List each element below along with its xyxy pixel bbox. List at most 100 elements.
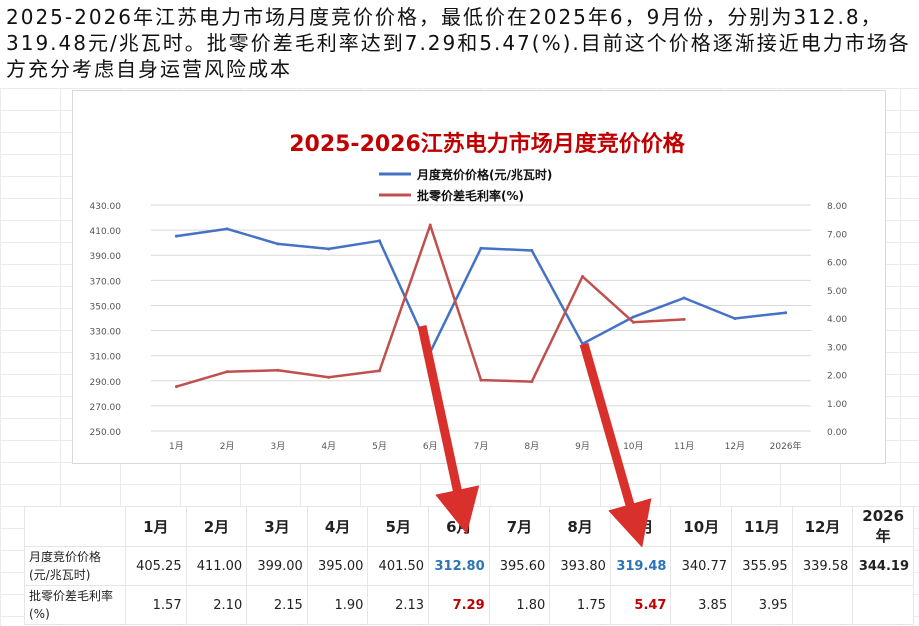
plot-area: 250.00 270.00 290.00 310.00 330.00 350.00 370.…: [90, 202, 848, 452]
series-price-point: [377, 239, 381, 243]
series-margin-point: [530, 380, 534, 384]
series-price-point: [631, 315, 635, 319]
y-left-tick-label: 310.00: [90, 353, 122, 363]
headline-text: 2025-2026年江苏电力市场月度竞价价格，最低价在2025年6，9月份，分别…: [6, 5, 911, 81]
table-cell-price: 395.00: [306, 546, 369, 586]
series-price-point: [479, 246, 483, 250]
x-tick-label: 4月: [321, 441, 336, 452]
table-cell-margin: [852, 585, 914, 625]
series-margin-point: [225, 370, 229, 374]
table-header-cell: 8月: [549, 506, 611, 547]
table-header-cell: 2月: [185, 506, 248, 547]
row-label-margin: 批零价差毛利率(%): [24, 585, 126, 625]
y-left-tick-label: 350.00: [90, 302, 122, 312]
series-margin-point: [327, 375, 331, 379]
table-header-cell: 7月: [488, 506, 551, 547]
table-cell-price: 399.00: [246, 546, 308, 586]
table-cell-price: 312.80: [428, 546, 490, 586]
x-tick-label: 5月: [372, 441, 387, 452]
y-right-tick-label: 8.00: [827, 202, 847, 212]
table-cell-price: 401.50: [367, 546, 430, 586]
y-left-tick-label: 430.00: [90, 202, 122, 212]
series-price-point: [682, 296, 686, 300]
x-tick-label: 2026年: [770, 440, 802, 452]
legend-label-margin: 批零价差毛利率(%): [417, 188, 524, 203]
series-margin-point: [479, 378, 483, 382]
series-price-point: [276, 242, 280, 246]
y-left-tick-label: 390.00: [90, 252, 122, 262]
row-label-price: 月度竞价价格(元/兆瓦时): [24, 546, 126, 586]
table-header-row: 1月 2月 3月 4月 5月 6月 7月 8月 9月 10月 11月 12月 2026年: [24, 506, 914, 547]
series-margin-point: [174, 385, 178, 389]
chart-panel[interactable]: 2025-2026江苏电力市场月度竞价价格 月度竞价价格(元/兆瓦时) 批零价差…: [72, 90, 886, 464]
legend: 月度竞价价格(元/兆瓦时) 批零价差毛利率(%): [379, 167, 552, 203]
table-header-cell: 5月: [367, 506, 430, 547]
table-cell-margin: 1.90: [306, 585, 369, 625]
y-right-tick-label: 4.00: [827, 315, 847, 325]
table-header-cell: 1月: [125, 506, 187, 547]
table-cell-price: 393.80: [549, 546, 611, 586]
table-cell-price: 405.25: [125, 546, 187, 586]
series-price-point: [428, 350, 432, 354]
y-left-tick-label: 330.00: [90, 328, 122, 338]
y-left-tick-label: 270.00: [90, 403, 122, 413]
series-margin-point: [682, 317, 686, 321]
table-cell-margin: 5.47: [609, 585, 672, 625]
x-tick-label: 11月: [674, 441, 694, 452]
table-cell-price: 344.19: [852, 546, 914, 586]
table-cell-price: 339.58: [791, 546, 854, 586]
table-header-cell: 2026年: [852, 506, 914, 547]
y-right-tick-label: 2.00: [827, 372, 847, 382]
table-cell-margin: 3.85: [670, 585, 733, 625]
x-tick-label: 8月: [524, 441, 539, 452]
series-price-point: [581, 342, 585, 346]
series-price-point: [733, 317, 737, 321]
table-cell-price: 340.77: [670, 546, 733, 586]
x-tick-label: 10月: [623, 441, 643, 452]
table-row-margin: 批零价差毛利率(%) 1.57 2.10 2.15 1.90 2.13 7.29 1.80 1…: [24, 585, 914, 625]
x-tick-label: 1月: [169, 441, 184, 452]
y-right-tick-label: 6.00: [827, 259, 847, 269]
table-cell-price: 355.95: [731, 546, 793, 586]
table-cell-price: 395.60: [488, 546, 551, 586]
table-cell-price: 411.00: [185, 546, 248, 586]
y-right-tick-label: 1.00: [827, 400, 847, 410]
chart-title: 2025-2026江苏电力市场月度竞价价格: [289, 131, 686, 157]
x-tick-label: 3月: [271, 441, 286, 452]
data-table: 1月 2月 3月 4月 5月 6月 7月 8月 9月 10月 11月 12月 2026年 月度竞价价格(…: [24, 506, 914, 625]
line-chart: 2025-2026江苏电力市场月度竞价价格 月度竞价价格(元/兆瓦时) 批零价差…: [90, 131, 848, 452]
y-right-tick-label: 3.00: [827, 343, 847, 353]
x-tick-label: 7月: [474, 441, 489, 452]
table-header-cell: 9月: [609, 506, 672, 547]
x-tick-label: 6月: [423, 441, 438, 452]
table-cell-margin: 1.80: [488, 585, 551, 625]
table-cell-margin: 3.95: [731, 585, 793, 625]
series-margin-point: [377, 369, 381, 373]
legend-label-price: 月度竞价价格(元/兆瓦时): [416, 167, 552, 182]
table-header-cell: 3月: [246, 506, 308, 547]
x-tick-label: 2月: [220, 441, 235, 452]
table-cell-margin: [791, 585, 854, 625]
table-cell-margin: 1.75: [549, 585, 611, 625]
y-left-tick-label: 250.00: [90, 428, 122, 438]
table-header-cell: 11月: [731, 506, 793, 547]
series-price-point: [784, 311, 788, 315]
table-header-cell: 4月: [306, 506, 369, 547]
table-corner-cell: [24, 506, 126, 547]
series-margin-point: [631, 320, 635, 324]
table-cell-margin: 2.10: [185, 585, 248, 625]
x-tick-label: 12月: [725, 441, 745, 452]
y-left-tick-label: 290.00: [90, 378, 122, 388]
table-cell-margin: 7.29: [428, 585, 490, 625]
table-header-cell: 10月: [670, 506, 733, 547]
table-row-price: 月度竞价价格(元/兆瓦时) 405.25 411.00 399.00 395.00 40…: [24, 546, 914, 586]
series-margin-point: [276, 368, 280, 372]
table-cell-margin: 2.13: [367, 585, 430, 625]
table-cell-margin: 1.57: [125, 585, 187, 625]
table-cell-margin: 2.15: [246, 585, 308, 625]
table-header-cell: 12月: [791, 506, 854, 547]
series-price-point: [530, 248, 534, 252]
series-price-point: [225, 227, 229, 231]
y-right-tick-label: 5.00: [827, 287, 847, 297]
series-margin-point: [581, 274, 585, 278]
